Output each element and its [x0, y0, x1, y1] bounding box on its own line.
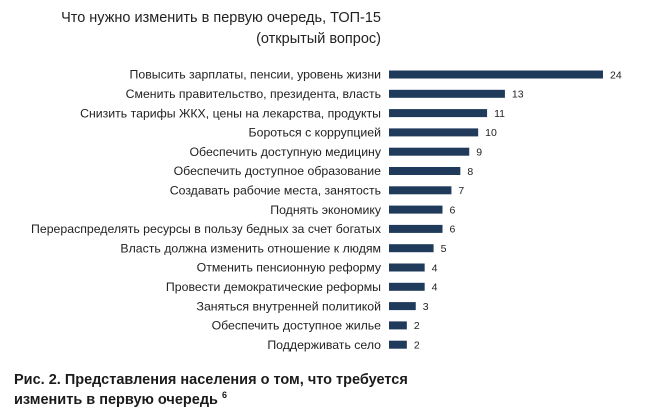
- category-label: Обеспечить доступное жилье: [212, 319, 382, 333]
- category-labels: Повысить зарплаты, пенсии, уровень жизни…: [31, 68, 382, 352]
- category-label: Повысить зарплаты, пенсии, уровень жизни: [130, 68, 382, 82]
- value-label: 6: [450, 224, 456, 236]
- figure-caption: Рис. 2. Представления населения о том, ч…: [14, 370, 408, 410]
- value-label: 10: [485, 127, 497, 139]
- value-label: 2: [414, 320, 420, 332]
- chart-title: Что нужно изменить в первую очередь, ТОП…: [61, 10, 381, 26]
- value-label: 2: [414, 340, 420, 352]
- bars: [389, 70, 603, 349]
- category-label: Обеспечить доступную медицину: [189, 145, 381, 159]
- value-label: 9: [476, 147, 482, 159]
- value-label: 6: [450, 204, 456, 216]
- bar: [389, 109, 488, 118]
- value-label: 7: [458, 185, 464, 197]
- category-label: Провести демократические реформы: [166, 280, 381, 294]
- value-label: 24: [610, 69, 622, 81]
- bar: [389, 167, 461, 175]
- category-label: Перераспределять ресурсы в пользу бедных…: [31, 222, 382, 236]
- bar: [389, 321, 407, 330]
- value-label: 4: [432, 282, 438, 294]
- value-label: 8: [467, 166, 473, 178]
- category-label: Заняться внутренней политикой: [197, 299, 382, 313]
- value-label: 11: [494, 108, 505, 120]
- category-label: Поддерживать село: [267, 338, 381, 352]
- value-label: 3: [423, 301, 429, 313]
- chart-title-block: Что нужно изменить в первую очередь, ТОП…: [0, 8, 381, 50]
- chart-subtitle: (открытый вопрос): [256, 31, 381, 47]
- value-label: 13: [512, 89, 524, 101]
- bar: [389, 70, 603, 79]
- bar: [389, 205, 443, 214]
- category-label: Обеспечить доступное образование: [174, 164, 382, 178]
- bar-chart: Повысить зарплаты, пенсии, уровень жизни…: [31, 68, 622, 352]
- bar: [389, 282, 425, 291]
- bar: [389, 128, 479, 137]
- bar: [389, 302, 416, 311]
- bar: [389, 147, 470, 156]
- value-label: 5: [441, 243, 447, 255]
- caption-line-2: изменить в первую очередь 6: [14, 390, 408, 410]
- category-label: Снизить тарифы ЖКХ, цены на лекарства, п…: [80, 106, 381, 120]
- category-label: Поднять экономику: [270, 203, 382, 217]
- bar: [389, 340, 407, 349]
- category-label: Отменить пенсионную реформу: [197, 261, 382, 275]
- caption-line-2-text: изменить в первую очередь: [14, 392, 218, 408]
- caption-footnote-marker: 6: [221, 390, 227, 401]
- category-label: Сменить правительство, президента, власт…: [126, 87, 381, 101]
- bar: [389, 224, 443, 233]
- value-label: 4: [432, 262, 438, 274]
- caption-line-1: Рис. 2. Представления населения о том, ч…: [14, 372, 408, 388]
- category-label: Бороться с коррупцией: [249, 126, 382, 140]
- bar: [389, 186, 452, 195]
- category-label: Создавать рабочие места, занятость: [170, 184, 381, 198]
- bar: [389, 263, 425, 272]
- bar: [389, 89, 505, 98]
- bar: [389, 244, 434, 253]
- category-label: Власть должна изменить отношение к людям: [120, 241, 381, 255]
